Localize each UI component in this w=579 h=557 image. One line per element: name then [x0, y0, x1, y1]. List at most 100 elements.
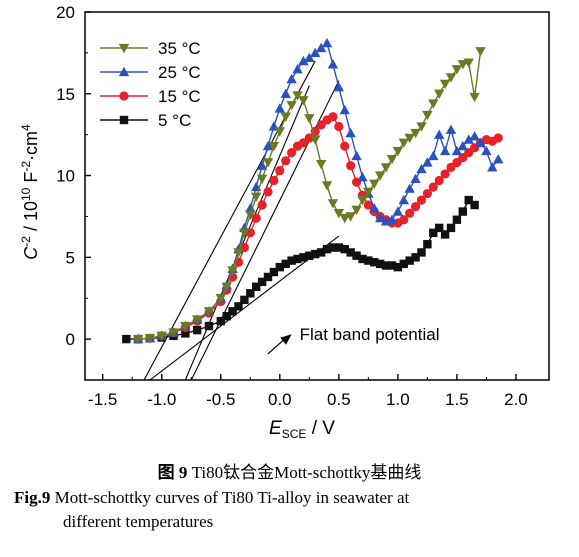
series-4	[122, 195, 479, 344]
point-s3-54	[493, 133, 503, 143]
caption-en-label: Fig.9	[14, 488, 51, 507]
point-s4-45	[434, 223, 444, 233]
point-s4-48	[452, 215, 462, 224]
point-s4-8	[216, 316, 225, 326]
point-s3-44	[434, 175, 444, 186]
point-s3-40	[410, 202, 421, 212]
legend-entry-3: 15 °C	[100, 87, 201, 106]
point-s1-20	[292, 91, 303, 101]
point-s2-38	[398, 194, 409, 205]
series-1	[132, 47, 486, 345]
point-s4-6	[192, 325, 202, 335]
point-s1-47	[451, 65, 463, 75]
point-s4-31	[352, 251, 361, 260]
point-s2-48	[457, 140, 469, 151]
point-s2-40	[410, 173, 421, 183]
point-s1-24	[315, 159, 327, 170]
point-s1-25	[321, 181, 333, 191]
point-s1-37	[392, 146, 404, 157]
plot-frame	[84, 11, 550, 381]
point-s4-11	[234, 302, 243, 311]
point-s4-44	[429, 228, 438, 237]
point-s1-16	[268, 141, 280, 152]
annotation-label: Flat band potential	[300, 325, 440, 344]
point-s2-50	[469, 131, 480, 141]
point-s4-19	[281, 259, 290, 269]
point-s4-12	[240, 295, 249, 305]
point-s3-39	[405, 208, 415, 218]
point-s3-41	[416, 195, 427, 205]
point-s3-14	[257, 200, 267, 210]
point-s1-36	[386, 155, 398, 165]
axes: -1.5 -1.0 -0.5 0.0 0.5 1.0 1.5 2.0 0 5 10 15 20 ESCE …	[19, 3, 528, 441]
x-tick-label-7: 2.0	[504, 390, 528, 409]
legend-marker-4	[119, 115, 129, 125]
point-s4-38	[393, 262, 403, 272]
point-s2-49	[463, 134, 474, 144]
point-s2-27	[333, 82, 345, 92]
legend: 35 °C 25 °C 15 °C 5 °C	[100, 39, 201, 130]
legend-label-4: 5 °C	[158, 111, 191, 130]
point-s1-34	[374, 171, 386, 181]
point-s2-30	[351, 150, 362, 161]
point-s1-3	[168, 328, 179, 338]
point-s3-18	[281, 156, 291, 166]
point-s1-2	[156, 331, 167, 342]
point-s2-41	[416, 163, 427, 174]
point-s1-17	[274, 127, 286, 137]
point-s3-29	[346, 161, 356, 171]
point-s2-22	[304, 52, 315, 62]
point-s4-18	[275, 262, 285, 272]
point-s1-30	[351, 205, 362, 216]
point-s1-31	[357, 195, 368, 206]
point-s2-36	[386, 214, 398, 224]
point-s4-36	[381, 261, 391, 270]
point-s1-21	[298, 96, 309, 106]
x-tick-label-5: 1.0	[386, 390, 410, 409]
point-s4-13	[246, 289, 255, 298]
point-s2-24	[315, 42, 327, 53]
point-s2-19	[286, 73, 297, 84]
point-s4-51	[470, 200, 479, 210]
point-s1-1	[144, 334, 156, 344]
y-tick-label-4: 20	[56, 3, 75, 22]
point-s2-51	[475, 137, 486, 148]
point-s2-26	[327, 59, 339, 69]
point-s2-45	[439, 145, 451, 156]
point-s1-11	[239, 228, 250, 238]
series-layer	[122, 37, 504, 345]
point-s2-18	[280, 88, 291, 98]
point-s1-29	[345, 212, 356, 222]
point-s4-29	[340, 244, 349, 254]
point-s2-29	[345, 127, 356, 138]
point-s2-25	[321, 37, 333, 48]
y-tick-label-0: 0	[66, 330, 75, 349]
point-s1-40	[410, 128, 421, 139]
point-s2-31	[357, 171, 368, 182]
point-s4-20	[287, 256, 296, 265]
point-s2-46	[445, 124, 457, 134]
x-axis-label: ESCE / V	[269, 418, 335, 441]
point-s1-32	[363, 187, 374, 198]
point-s2-20	[292, 64, 303, 74]
point-s2-53	[487, 162, 498, 172]
point-s1-35	[380, 163, 392, 173]
x-tick-label-4: 0.5	[327, 390, 351, 409]
point-s1-6	[203, 307, 215, 317]
x-tick-label-6: 1.5	[445, 390, 469, 409]
point-s1-13	[250, 192, 262, 203]
point-s4-49	[458, 207, 468, 216]
point-s4-15	[257, 277, 267, 287]
point-s2-44	[433, 129, 445, 139]
point-s2-37	[392, 206, 404, 216]
point-s4-50	[464, 195, 473, 205]
point-s1-5	[191, 315, 203, 325]
point-s1-51	[475, 47, 486, 57]
legend-entry-4: 5 °C	[100, 111, 191, 130]
point-s2-39	[404, 183, 415, 193]
caption-zh-label: 图 9	[157, 463, 188, 482]
point-s1-45	[439, 79, 451, 90]
point-s1-22	[304, 114, 315, 124]
point-s4-27	[328, 243, 338, 252]
point-s3-38	[399, 215, 409, 225]
